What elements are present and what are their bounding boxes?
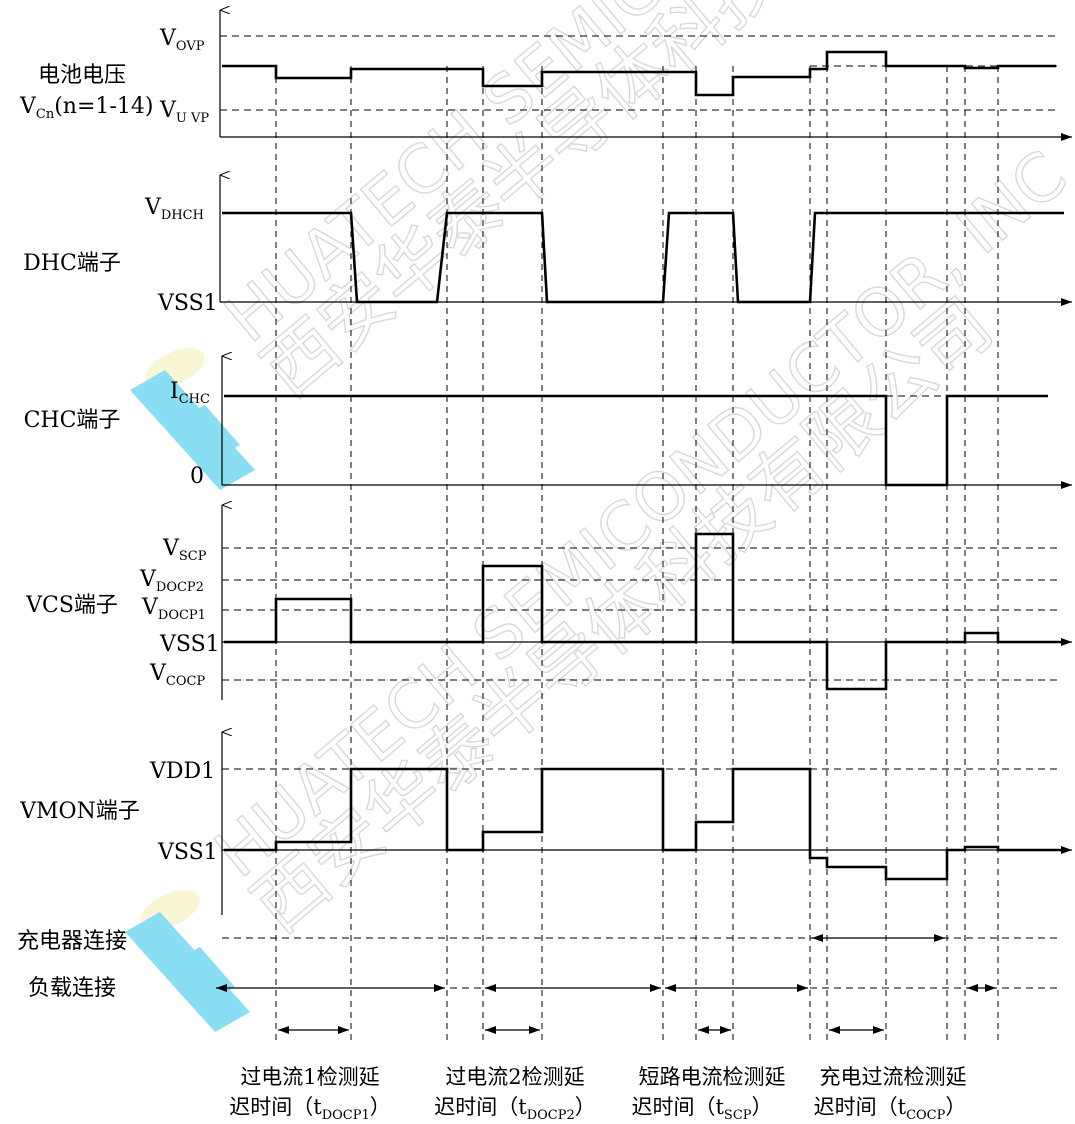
caption-2-line2: 迟时间（tDOCP2）: [434, 1095, 596, 1123]
chc-panel: CHC端子 ICHC 0: [24, 356, 1072, 489]
vovp-label: VOVP: [159, 26, 205, 54]
zero-label: 0: [190, 464, 204, 489]
charger-label: 充电器连接: [17, 929, 127, 954]
vcocp-label: VCOCP: [149, 661, 205, 689]
vdocp2-label: VDOCP2: [139, 567, 204, 595]
caption-1-line2: 迟时间（tDOCP1）: [229, 1095, 391, 1123]
vuvp-label: VU VP: [159, 98, 209, 126]
load-label: 负载连接: [28, 976, 116, 1001]
caption-3-line2: 迟时间（tSCP）: [631, 1095, 772, 1123]
vss1-dhc-label: VSS1: [157, 291, 218, 316]
caption-4-line2: 迟时间（tCOCP）: [814, 1095, 967, 1123]
vss1-vmon-label: VSS1: [157, 840, 218, 865]
vss1-vcs-label: VSS1: [159, 632, 220, 657]
ichc-label: ICHC: [170, 379, 210, 407]
dhc-waveform: [222, 211, 1064, 304]
caption-1-line1: 过电流1检测延: [240, 1065, 379, 1089]
captions: 过电流1检测延 迟时间（tDOCP1） 过电流2检测延 迟时间（tDOCP2） …: [229, 1065, 966, 1123]
vdd1-label: VDD1: [149, 759, 215, 784]
vcs-waveform: [224, 532, 1062, 691]
vcs-label: VCS端子: [25, 593, 118, 618]
vdocp1-label: VDOCP1: [141, 595, 206, 623]
vmon-panel: VMON端子 VDD1 VSS1: [19, 732, 1072, 915]
vdhch-label: VDHCH: [144, 195, 204, 223]
logo-mark-bottom: [125, 890, 250, 1032]
vcs-panel: VCS端子 VSCP VDOCP2 VDOCP1 VSS1 VCOCP: [25, 505, 1072, 700]
vscp-label: VSCP: [162, 536, 207, 564]
caption-3-line1: 短路电流检测延: [639, 1065, 786, 1089]
vmon-waveform: [224, 767, 1062, 881]
battery-label-2: VCn(n=1-14): [19, 94, 153, 122]
connection-rows: 充电器连接 负载连接: [17, 929, 1062, 1001]
battery-panel: 电池电压 VCn(n=1-14) VOVP VU VP: [19, 10, 1072, 141]
chc-label: CHC端子: [24, 408, 121, 433]
battery-label: 电池电压: [38, 63, 126, 88]
vmon-label: VMON端子: [19, 799, 140, 824]
watermark: HUATECH SEMICONDUCTOR, INC 西安华泰半导体科技有限公司…: [125, 0, 1075, 1032]
dhc-panel: DHC端子 VDHCH VSS1: [23, 175, 1072, 316]
dhc-label: DHC端子: [23, 251, 121, 276]
caption-4-line1: 充电过流检测延: [820, 1065, 967, 1089]
chc-waveform: [224, 394, 1048, 487]
watermark-cn-bottom: 西安华泰半导体科技有限公司: [237, 282, 1008, 948]
battery-waveform: [222, 50, 1056, 97]
caption-2-line1: 过电流2检测延: [445, 1065, 584, 1089]
